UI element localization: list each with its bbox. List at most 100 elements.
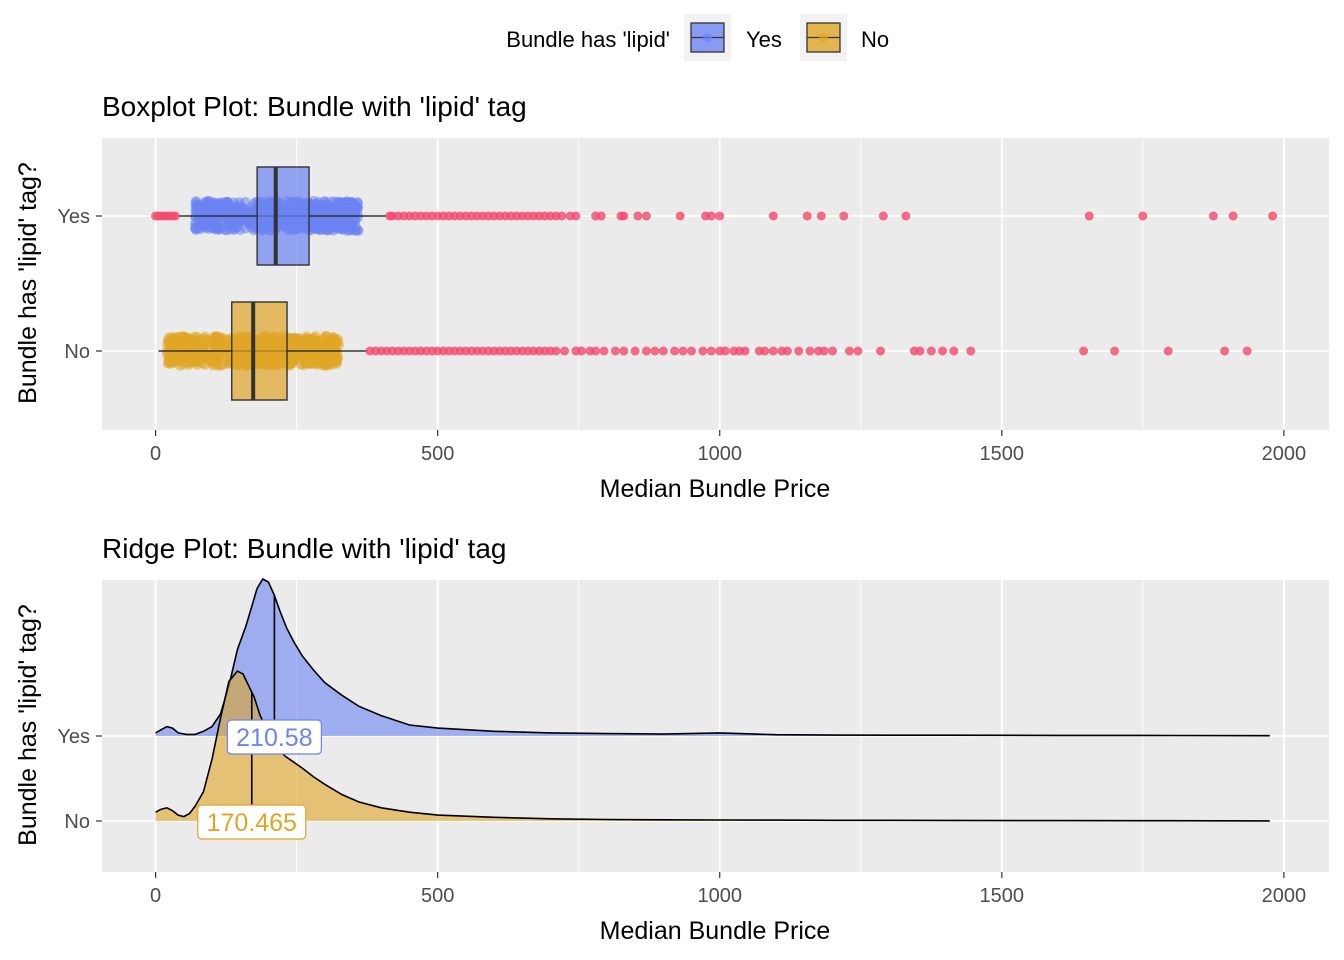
outlier-point <box>760 346 770 356</box>
outlier-point <box>560 346 570 356</box>
jitter-point <box>165 355 176 366</box>
outlier-point <box>816 211 826 221</box>
box <box>231 301 288 401</box>
outlier-point <box>577 346 587 356</box>
outlier-point <box>720 346 730 356</box>
ridge-x-ticks: 0 500 1000 1500 2000 <box>150 872 1306 907</box>
boxplot-y-ticks: Yes No <box>57 206 102 363</box>
outlier-point <box>782 346 792 356</box>
outlier-point <box>740 346 750 356</box>
jitter-point <box>330 337 341 348</box>
outlier-point <box>675 211 685 221</box>
jitter-point <box>314 339 325 350</box>
jitter-point <box>235 225 246 236</box>
jitter-point <box>348 209 359 220</box>
ridge-y-ticks: Yes No <box>57 726 102 833</box>
outlier-point <box>768 346 778 356</box>
outlier-point <box>938 346 948 356</box>
jitter-point <box>234 197 245 208</box>
jitter-point <box>332 223 343 234</box>
x-tick-label: 500 <box>421 443 454 465</box>
jitter-point <box>183 360 194 371</box>
ridge-title: Ridge Plot: Bundle with 'lipid' tag <box>102 533 506 564</box>
outlier-point <box>170 211 180 221</box>
legend-key-no-point <box>819 33 828 42</box>
outlier-point <box>641 346 651 356</box>
outlier-point <box>926 346 936 356</box>
y-tick-label: Yes <box>57 726 90 748</box>
ridge-chart: Ridge Plot: Bundle with 'lipid' tag Bund… <box>14 533 1329 945</box>
x-tick-label: 0 <box>150 885 161 907</box>
jitter-point <box>223 219 234 230</box>
outlier-point <box>901 211 911 221</box>
outlier-point <box>678 346 688 356</box>
boxplot-x-axis-title: Median Bundle Price <box>600 475 831 503</box>
outlier-point <box>1208 211 1218 221</box>
jitter-point <box>293 334 304 345</box>
jitter-point <box>319 217 330 228</box>
jitter-point <box>180 332 191 343</box>
outlier-point <box>641 211 651 221</box>
jitter-point <box>318 360 329 371</box>
jitter-point <box>223 359 234 370</box>
outlier-point <box>687 346 697 356</box>
x-tick-label: 500 <box>421 885 454 907</box>
outlier-point <box>1228 211 1238 221</box>
outlier-point <box>619 211 629 221</box>
outlier-point <box>794 346 804 356</box>
jitter-point <box>334 196 345 207</box>
outlier-point <box>633 211 643 221</box>
jitter-point <box>211 335 222 346</box>
ridge-outline <box>155 670 1270 822</box>
jitter-point <box>192 202 203 213</box>
jitter-point <box>308 196 319 207</box>
jitter-point <box>350 199 361 210</box>
legend: Bundle has 'lipid' Yes No <box>506 14 889 61</box>
outlier-point <box>630 346 640 356</box>
ridge-outline <box>155 577 1270 737</box>
y-tick-label: Yes <box>57 206 90 228</box>
jitter-point <box>191 351 202 362</box>
outlier-point <box>819 346 829 356</box>
outlier-point <box>1138 211 1148 221</box>
outlier-point <box>1242 346 1252 356</box>
jitter-point <box>177 346 188 357</box>
outlier-point <box>949 346 959 356</box>
ridge-x-axis-title: Median Bundle Price <box>600 917 831 945</box>
outlier-point <box>706 346 716 356</box>
jitter-point <box>190 224 201 235</box>
jitter-point <box>322 201 333 212</box>
ridge-y-axis-title: Bundle has 'lipid' tag? <box>14 604 42 846</box>
x-tick-label: 1500 <box>980 443 1025 465</box>
jitter-point <box>298 360 309 371</box>
x-tick-label: 0 <box>150 443 161 465</box>
box <box>256 166 310 266</box>
jitter-point <box>209 208 220 219</box>
x-tick-label: 1000 <box>697 885 742 907</box>
outlier-point <box>876 346 886 356</box>
x-tick-label: 2000 <box>1262 443 1307 465</box>
y-tick-label: No <box>64 341 90 363</box>
jitter-point <box>208 357 219 368</box>
outlier-point <box>1110 346 1120 356</box>
outlier-point <box>839 211 849 221</box>
legend-label-yes: Yes <box>746 27 782 52</box>
outlier-point <box>571 211 581 221</box>
outlier-point <box>1220 346 1230 356</box>
boxplot-title: Boxplot Plot: Bundle with 'lipid' tag <box>102 91 527 122</box>
median-label: 210.58 <box>236 724 312 752</box>
jitter-point <box>244 215 255 226</box>
outlier-point <box>715 211 725 221</box>
jitter-point <box>202 196 213 207</box>
outlier-point <box>1163 346 1173 356</box>
outlier-point <box>650 346 660 356</box>
median-label-box <box>197 804 307 840</box>
outlier-point <box>802 211 812 221</box>
jitter-point <box>206 217 217 228</box>
jitter-point <box>223 199 234 210</box>
jitter-point <box>221 209 232 220</box>
jitter-point <box>312 215 323 226</box>
x-tick-label: 1000 <box>697 443 742 465</box>
outlier-point <box>1268 211 1278 221</box>
